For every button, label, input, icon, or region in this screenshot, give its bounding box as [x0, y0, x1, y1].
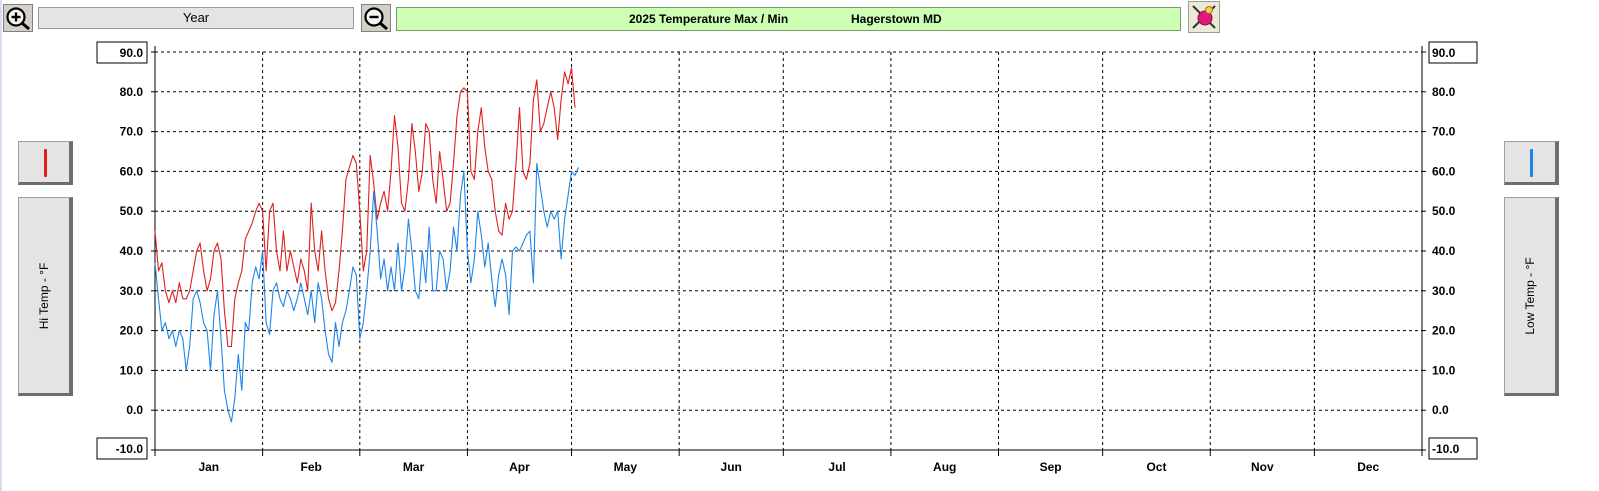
left-axis-limit-box	[96, 41, 148, 64]
right-tick-label: 60.0	[1432, 164, 1456, 178]
hi-temp-swatch	[44, 149, 47, 177]
left-axis-limit-box	[96, 437, 148, 460]
zoom-in-icon	[6, 7, 30, 30]
zoom-in-button[interactable]	[3, 4, 33, 32]
hi-temp-axis-button[interactable]: Hi Temp - °F	[18, 197, 73, 396]
station-name: Hagerstown MD	[851, 12, 942, 26]
left-tick-label: 40.0	[120, 244, 144, 258]
zoom-out-button[interactable]	[361, 4, 391, 32]
right-tick-label: 50.0	[1432, 204, 1456, 218]
export-button[interactable]	[1188, 1, 1220, 33]
left-tick-label: 60.0	[120, 164, 144, 178]
month-label: Mar	[403, 460, 425, 474]
right-tick-label: 80.0	[1432, 85, 1456, 99]
zoom-out-icon	[364, 7, 388, 30]
month-label: Jul	[828, 460, 845, 474]
month-label: Oct	[1146, 460, 1166, 474]
left-tick-label: 50.0	[120, 204, 144, 218]
range-selector[interactable]: Year	[38, 7, 354, 29]
month-label: Sep	[1040, 460, 1062, 474]
left-axis-limit-label: -10.0	[116, 442, 144, 456]
right-axis-limit-label: 90.0	[1432, 46, 1456, 60]
month-label: May	[614, 460, 638, 474]
month-label: Feb	[301, 460, 322, 474]
month-label: Dec	[1357, 460, 1379, 474]
window-edge	[0, 0, 2, 491]
left-tick-label: 0.0	[126, 403, 143, 417]
left-tick-label: 10.0	[120, 363, 144, 377]
low-temp-legend-key[interactable]	[1504, 141, 1559, 185]
right-tick-label: 40.0	[1432, 244, 1456, 258]
chart-title: 2025 Temperature Max / Min	[629, 12, 789, 26]
right-tick-label: 10.0	[1432, 363, 1456, 377]
right-axis-limit-box	[1428, 437, 1478, 460]
export-icon	[1192, 5, 1216, 29]
month-label: Jan	[198, 460, 219, 474]
hi-temp-line	[154, 67, 576, 348]
hi-temp-legend-key[interactable]	[18, 141, 73, 185]
left-axis-limit-label: 90.0	[120, 46, 144, 60]
left-tick-label: 80.0	[120, 85, 144, 99]
right-tick-label: 70.0	[1432, 125, 1456, 139]
month-label: Nov	[1251, 460, 1274, 474]
right-tick-label: 20.0	[1432, 324, 1456, 338]
chart-title-bar: 2025 Temperature Max / Min Hagerstown MD	[396, 7, 1181, 31]
right-axis-limit-label: -10.0	[1432, 442, 1460, 456]
month-label: Jun	[721, 460, 742, 474]
low-temp-line	[154, 162, 580, 423]
right-tick-label: 30.0	[1432, 284, 1456, 298]
left-tick-label: 20.0	[120, 324, 144, 338]
right-axis-limit-box	[1428, 41, 1478, 64]
low-temp-swatch	[1530, 149, 1533, 177]
low-temp-axis-button[interactable]: Low Temp - °F	[1504, 197, 1559, 396]
left-tick-label: 30.0	[120, 284, 144, 298]
month-label: Apr	[509, 460, 530, 474]
right-tick-label: 0.0	[1432, 403, 1449, 417]
month-label: Aug	[933, 460, 956, 474]
left-tick-label: 70.0	[120, 125, 144, 139]
